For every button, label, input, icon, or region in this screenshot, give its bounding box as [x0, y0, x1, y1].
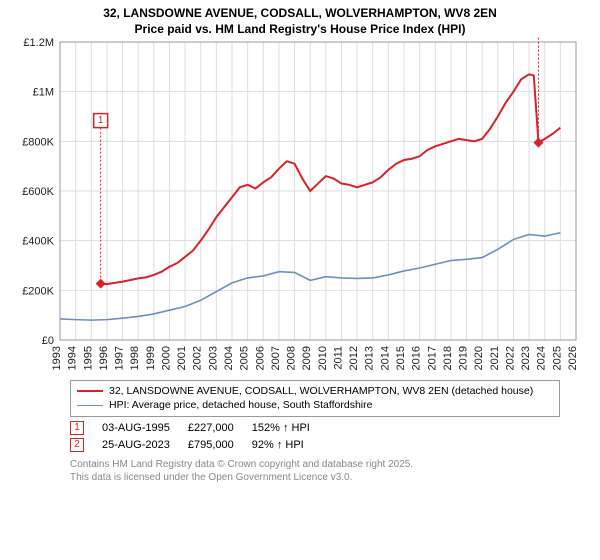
legend-item-1: 32, LANSDOWNE AVENUE, CODSALL, WOLVERHAM…	[77, 384, 553, 399]
svg-text:1: 1	[98, 115, 104, 126]
footer-text: Contains HM Land Registry data © Crown c…	[70, 458, 560, 484]
svg-text:1996: 1996	[98, 346, 110, 370]
record-pct-2: 92% ↑ HPI	[252, 439, 304, 451]
record-date-1: 03-AUG-1995	[102, 422, 170, 434]
svg-text:1995: 1995	[82, 346, 94, 370]
chart-title: 32, LANSDOWNE AVENUE, CODSALL, WOLVERHAM…	[0, 0, 600, 22]
legend-label-1: 32, LANSDOWNE AVENUE, CODSALL, WOLVERHAM…	[109, 384, 533, 399]
svg-text:2007: 2007	[270, 346, 282, 370]
svg-text:1993: 1993	[51, 346, 63, 370]
svg-text:2004: 2004	[223, 346, 235, 370]
svg-text:2011: 2011	[332, 346, 344, 370]
record-row-2: 2 25-AUG-2023 £795,000 92% ↑ HPI	[70, 438, 560, 452]
svg-text:2015: 2015	[395, 346, 407, 370]
svg-text:1997: 1997	[114, 346, 126, 370]
record-price-1: £227,000	[188, 422, 234, 434]
record-pct-1: 152% ↑ HPI	[252, 422, 310, 434]
svg-text:2021: 2021	[489, 346, 501, 370]
chart-subtitle: Price paid vs. HM Land Registry's House …	[0, 22, 600, 36]
svg-text:2013: 2013	[364, 346, 376, 370]
svg-text:2026: 2026	[567, 346, 579, 370]
svg-text:2023: 2023	[520, 346, 532, 370]
svg-text:2022: 2022	[504, 346, 516, 370]
svg-text:2018: 2018	[442, 346, 454, 370]
svg-text:2003: 2003	[207, 346, 219, 370]
svg-text:£200K: £200K	[22, 285, 54, 297]
record-table: 1 03-AUG-1995 £227,000 152% ↑ HPI 2 25-A…	[70, 421, 560, 452]
svg-text:2019: 2019	[458, 346, 470, 370]
record-date-2: 25-AUG-2023	[102, 439, 170, 451]
svg-text:2020: 2020	[473, 346, 485, 370]
svg-text:2002: 2002	[192, 346, 204, 370]
legend-label-2: HPI: Average price, detached house, Sout…	[109, 398, 372, 413]
svg-text:1994: 1994	[67, 346, 79, 370]
legend-box: 32, LANSDOWNE AVENUE, CODSALL, WOLVERHAM…	[70, 380, 560, 417]
svg-text:2009: 2009	[301, 346, 313, 370]
svg-text:1998: 1998	[129, 346, 141, 370]
svg-text:£600K: £600K	[22, 186, 54, 198]
svg-text:£400K: £400K	[22, 235, 54, 247]
svg-text:2005: 2005	[239, 346, 251, 370]
svg-text:1999: 1999	[145, 346, 157, 370]
svg-text:2001: 2001	[176, 346, 188, 370]
svg-text:2000: 2000	[160, 346, 172, 370]
record-price-2: £795,000	[188, 439, 234, 451]
svg-text:£0: £0	[42, 335, 54, 347]
record-row-1: 1 03-AUG-1995 £227,000 152% ↑ HPI	[70, 421, 560, 435]
svg-text:2008: 2008	[286, 346, 298, 370]
svg-text:£1M: £1M	[33, 86, 54, 98]
svg-text:2016: 2016	[411, 346, 423, 370]
svg-text:2012: 2012	[348, 346, 360, 370]
svg-text:2025: 2025	[551, 346, 563, 370]
svg-text:£800K: £800K	[22, 136, 54, 148]
svg-text:2024: 2024	[536, 346, 548, 370]
svg-text:£1.2M: £1.2M	[23, 37, 54, 49]
legend-item-2: HPI: Average price, detached house, Sout…	[77, 398, 553, 413]
svg-text:2010: 2010	[317, 346, 329, 370]
svg-text:2006: 2006	[254, 346, 266, 370]
svg-text:2014: 2014	[379, 346, 391, 370]
svg-text:2017: 2017	[426, 346, 438, 370]
